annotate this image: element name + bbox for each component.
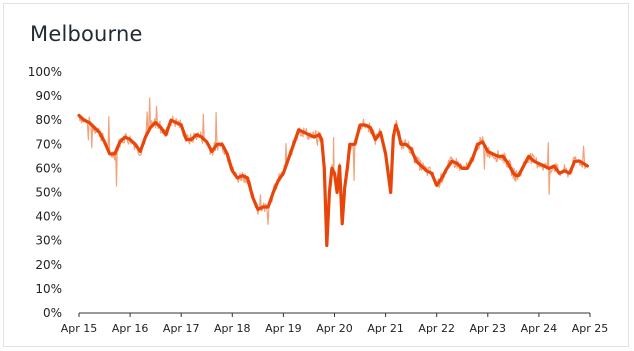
y-tick-label: 80%: [35, 113, 62, 127]
y-tick-label: 50%: [35, 186, 62, 200]
y-axis: 0% 10% 20% 30% 40% 50% 60% 70% 80% 90% 100%: [28, 65, 62, 320]
x-tick-label: Apr 20: [316, 322, 353, 335]
y-tick-label: 70%: [35, 137, 62, 151]
x-tick-label: Apr 21: [367, 322, 404, 335]
y-tick-label: 90%: [35, 89, 62, 103]
chart-card: Melbourne: [3, 3, 629, 347]
x-tick-label: Apr 24: [521, 322, 558, 335]
x-tick-label: Apr 17: [163, 322, 200, 335]
x-tick-label: Apr 19: [265, 322, 302, 335]
y-tick-label: 10%: [35, 282, 62, 296]
y-tick-label: 0%: [43, 306, 62, 320]
series-line: [77, 113, 589, 248]
x-tick-label: Apr 15: [61, 322, 98, 335]
x-tick-label: Apr 22: [418, 322, 455, 335]
x-tick-label: Apr 16: [112, 322, 149, 335]
x-tick-label: Apr 18: [214, 322, 251, 335]
chart-title: Melbourne: [30, 22, 143, 46]
x-tick-label: Apr 23: [470, 322, 507, 335]
x-axis: Apr 15 Apr 16 Apr 17 Apr 18 Apr 19 Apr 20 Apr …: [61, 312, 609, 335]
y-tick-label: 40%: [35, 210, 62, 224]
x-tick-label: Apr 25: [572, 322, 609, 335]
y-tick-label: 60%: [35, 161, 62, 175]
y-tick-label: 30%: [35, 234, 62, 248]
smoothed-series: [77, 113, 589, 248]
y-tick-label: 20%: [35, 258, 62, 272]
y-tick-label: 100%: [28, 65, 62, 79]
